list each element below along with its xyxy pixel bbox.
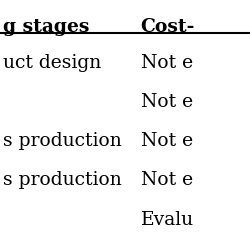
Text: Evalu: Evalu — [140, 210, 193, 228]
Text: Not e: Not e — [140, 92, 192, 110]
Text: s production: s production — [2, 170, 121, 188]
Text: uct design: uct design — [2, 54, 100, 72]
Text: Not e: Not e — [140, 170, 192, 188]
Text: Not e: Not e — [140, 131, 192, 149]
Text: Cost-: Cost- — [140, 18, 194, 36]
Text: s production: s production — [2, 131, 121, 149]
Text: g stages: g stages — [2, 18, 88, 36]
Text: Not e: Not e — [140, 54, 192, 72]
